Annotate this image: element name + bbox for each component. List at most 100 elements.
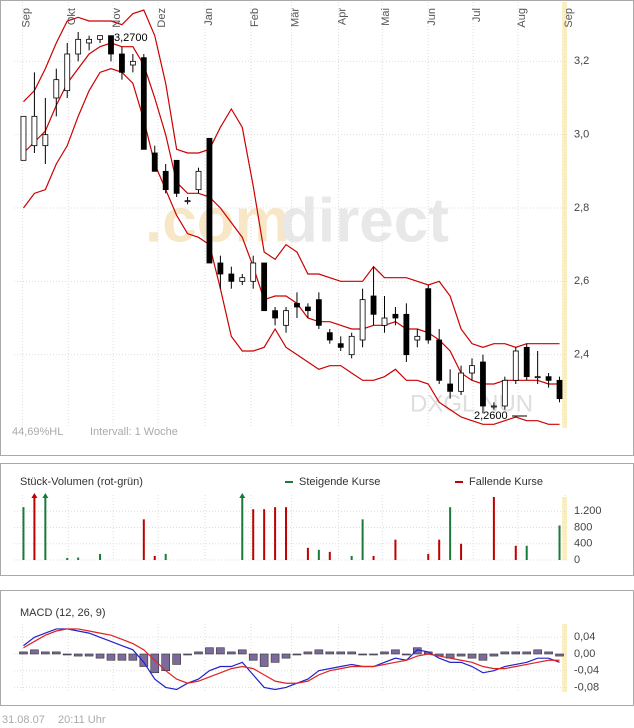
histogram-bar (533, 649, 542, 655)
histogram-bar (478, 653, 488, 661)
histogram-bar (259, 653, 269, 667)
candle-body (315, 299, 322, 326)
histogram-bar (358, 653, 367, 656)
x-tick-label: Sep (20, 8, 32, 28)
volume-bar (460, 543, 463, 560)
x-tick-label: Sep (563, 8, 575, 28)
histogram-bar (139, 653, 149, 667)
volume-bar (99, 553, 102, 560)
candle-body (184, 200, 191, 203)
y-tick-label: 0,04 (574, 631, 595, 643)
candle-body (359, 299, 366, 341)
x-tick-label: Jun (426, 8, 438, 26)
overflow-arrow (31, 493, 38, 498)
high-label: 3,2700 (114, 32, 148, 44)
candle-body (480, 361, 486, 407)
histogram-bar (292, 653, 302, 656)
volume-bar (427, 553, 430, 560)
candle-body (151, 152, 158, 172)
candle-body (414, 335, 421, 341)
x-tick-label: Jan (203, 8, 215, 26)
volume-bar (77, 557, 80, 560)
x-tick-label: Okt (66, 8, 78, 25)
candle-body (129, 60, 136, 66)
candle-body (42, 134, 49, 147)
histogram-bar (544, 651, 553, 655)
y-tick-label: -0,04 (574, 665, 599, 677)
histogram-bar (216, 647, 225, 655)
y-tick-label: 3,2 (574, 55, 589, 67)
candle-body (97, 35, 103, 40)
y-tick-label: 2,8 (574, 202, 589, 214)
macd-line (23, 628, 560, 684)
band-line (22, 68, 560, 425)
footer-date: 31.08.07 (2, 714, 45, 726)
y-tick-label: 2,6 (574, 275, 589, 287)
band-line (23, 9, 560, 348)
legend-swatch (455, 481, 463, 483)
volume-bar (438, 539, 441, 560)
overflow-arrow (42, 493, 49, 498)
macd-line (23, 628, 560, 691)
histogram-bar (336, 651, 346, 655)
histogram-bar (128, 653, 138, 661)
candle-body (250, 262, 257, 282)
candle-body (447, 383, 454, 392)
candle-body (523, 346, 530, 378)
histogram-bar (248, 653, 258, 661)
histogram-bar (172, 653, 181, 665)
histogram-bar (456, 653, 466, 657)
volume-bar (164, 553, 167, 560)
x-tick-label: Aug (516, 8, 528, 28)
candle-body (53, 79, 60, 99)
candle-body (206, 137, 213, 264)
y-tick-label: 0 (574, 554, 580, 566)
candle-body (294, 302, 300, 308)
histogram-bar (237, 649, 247, 655)
volume-bar (317, 549, 320, 560)
volume-bar (514, 545, 517, 560)
footer-time: 20:11 Uhr (58, 714, 106, 726)
volume-bar (252, 509, 255, 560)
candle-body (501, 379, 508, 407)
volume-bar (449, 507, 452, 560)
candle-body (305, 306, 311, 312)
candle-body (239, 277, 246, 282)
candle-body (381, 317, 388, 326)
interval: Intervall: 1 Woche (90, 426, 178, 438)
plot (14, 495, 567, 561)
histogram-bar (95, 653, 105, 659)
plot (14, 2, 567, 428)
volume-bar (492, 497, 495, 560)
candle-body (119, 53, 125, 73)
histogram-bar (303, 651, 313, 655)
histogram-bar (500, 651, 510, 655)
histogram-bar (117, 653, 127, 661)
x-tick-label: Nov (111, 8, 123, 28)
histogram-bar (522, 651, 532, 655)
y-tick-label: 0,00 (574, 648, 595, 660)
macd-title: MACD (12, 26, 9) (20, 607, 106, 619)
histogram-bar (227, 651, 236, 655)
candle-body (512, 350, 519, 381)
symbol-watermark: DXGL NUN (410, 390, 533, 417)
volume-bar (44, 495, 47, 560)
volume-bar (328, 551, 331, 560)
histogram-bar (106, 653, 116, 661)
volume-bar (306, 547, 309, 560)
legend-label: Steigende Kurse (299, 476, 380, 488)
x-tick-label: Feb (249, 8, 261, 27)
histogram-bar (347, 651, 356, 655)
histogram-bar (489, 653, 499, 657)
volume-bar (33, 495, 36, 560)
histogram-bar (314, 649, 324, 655)
histogram-bar (511, 651, 521, 655)
volume-bar (394, 539, 397, 560)
macd-panel (0, 590, 634, 706)
histogram-bar (391, 649, 400, 655)
volume-bar (142, 519, 145, 560)
volume-bar (361, 519, 364, 560)
plot (14, 624, 567, 692)
histogram-bar (62, 653, 72, 656)
histogram-bar (555, 653, 564, 657)
